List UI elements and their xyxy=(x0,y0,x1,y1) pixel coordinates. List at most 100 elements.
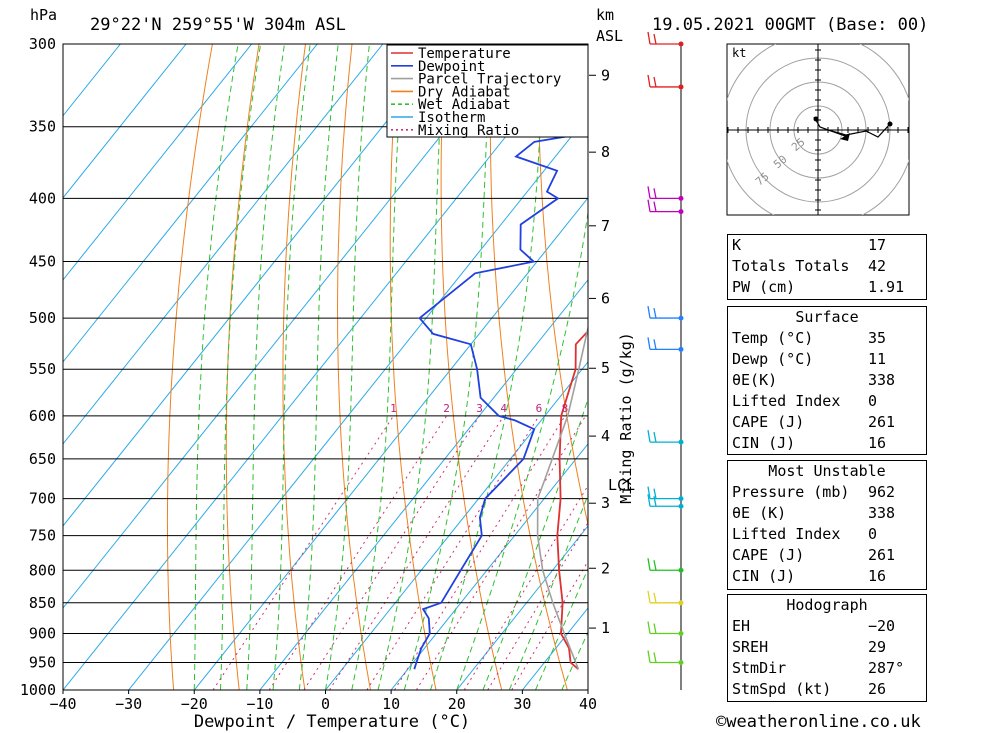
dry-adiabat-line xyxy=(957,44,1000,690)
row-value: 1.91 xyxy=(868,278,905,296)
wind-barb-flag xyxy=(647,186,651,199)
isotherm-line xyxy=(63,44,449,527)
pressure-tick-label: 500 xyxy=(29,309,56,327)
row-label: CIN (J) xyxy=(732,567,796,585)
row-label: EH xyxy=(732,617,751,635)
hodograph-point xyxy=(887,121,893,127)
x-tick-label: 30 xyxy=(513,695,531,713)
dry-adiabat-line xyxy=(282,44,306,690)
table-row: θE(K) 338 xyxy=(728,370,926,391)
mixing-ratio-line xyxy=(463,484,588,690)
x-tick-label: 0 xyxy=(321,695,330,713)
row-label: θE(K) xyxy=(732,371,778,389)
copyright: ©weatheronline.co.uk xyxy=(716,712,921,732)
most-unstable-table: Most Unstable Pressure (mb) 962 θE (K) 338 L… xyxy=(727,460,927,590)
wet-adiabat-line xyxy=(193,44,239,690)
row-value: 11 xyxy=(868,350,887,368)
pressure-tick-label: 300 xyxy=(29,35,56,53)
mixing-ratio-line xyxy=(366,415,540,690)
km-tick-label: 8 xyxy=(601,143,610,161)
x-tick-label: 20 xyxy=(448,695,466,713)
skewt-background xyxy=(63,44,1000,690)
mixing-ratio-label: 2 xyxy=(443,402,450,415)
wind-barb-flag xyxy=(647,558,651,571)
table-row: SREH 29 xyxy=(728,637,926,658)
legend-label: Dry Adiabat xyxy=(418,84,511,100)
row-label: K xyxy=(732,236,742,254)
row-value: 0 xyxy=(868,525,878,543)
row-value: 261 xyxy=(868,546,896,564)
x-axis-label: Dewpoint / Temperature (°C) xyxy=(194,712,470,732)
wind-barb-flag xyxy=(647,429,651,443)
wet-adiabat-line xyxy=(272,44,311,690)
row-value: 0 xyxy=(868,392,878,410)
row-label: Totals Totals xyxy=(732,257,850,275)
wet-adiabat-line xyxy=(456,209,588,690)
row-label: PW (cm) xyxy=(732,278,796,296)
table-row: CAPE (J) 261 xyxy=(728,545,926,566)
hodograph-trace xyxy=(818,123,891,138)
mixing-ratio-line xyxy=(394,415,566,690)
row-label: Lifted Index xyxy=(732,525,841,543)
km-tick-label: 5 xyxy=(601,359,610,377)
wind-barb-flag xyxy=(647,494,651,507)
table-row: Totals Totals 42 xyxy=(728,256,926,277)
wind-barb-flag xyxy=(647,337,651,350)
row-value: 42 xyxy=(868,257,887,275)
km-unit: km xyxy=(596,6,614,24)
pressure-tick-label: 900 xyxy=(29,624,56,642)
wind-barb-flag xyxy=(647,305,651,319)
pressure-tick-label: 850 xyxy=(29,594,56,612)
pressure-tick-label: 650 xyxy=(29,450,56,468)
row-label: Dewp (°C) xyxy=(732,350,814,368)
most-unstable-title: Most Unstable xyxy=(768,462,886,480)
table-row: StmSpd (kt) 26 xyxy=(728,679,926,700)
mixing-ratio-line xyxy=(303,415,480,690)
isotherm-line xyxy=(325,361,588,690)
surface-title: Surface xyxy=(795,308,859,326)
row-value: 261 xyxy=(868,413,896,431)
mixing-ratio-line xyxy=(511,560,588,690)
row-value: −20 xyxy=(868,617,896,635)
row-label: CIN (J) xyxy=(732,434,796,452)
km-tick-label: 2 xyxy=(601,559,610,577)
mixing-ratio-axis-label: Mixing Ratio (g/kg) xyxy=(617,332,635,504)
table-row: PW (cm) 1.91 xyxy=(728,277,926,298)
pressure-tick-label: 400 xyxy=(29,189,56,207)
wind-barb-flag xyxy=(647,486,651,499)
legend-label: Dewpoint xyxy=(418,59,485,75)
hodograph-unit: kt xyxy=(732,46,746,60)
table-row: StmDir 287° xyxy=(728,658,926,679)
isotherm-line xyxy=(63,44,187,199)
hodograph-table: Hodograph EH −20 SREH 29 StmDir 287° StmSpd (k… xyxy=(727,594,927,702)
isotherm-line xyxy=(193,197,588,690)
indices-table: K 17 Totals Totals 42 PW (cm) 1.91 xyxy=(727,234,927,300)
x-tick-label: −40 xyxy=(49,695,76,713)
mixing-ratio-line xyxy=(268,415,448,690)
km-axis: 1 2 3 4 5 6 7 8 9 xyxy=(589,44,682,690)
row-value: 338 xyxy=(868,371,896,389)
row-value: 338 xyxy=(868,504,896,522)
isotherm-line xyxy=(63,44,515,609)
series-parcel-trajectory xyxy=(536,44,588,670)
row-label: StmDir xyxy=(732,659,787,677)
wind-barb-flag xyxy=(653,76,657,88)
wind-barb-flag xyxy=(653,33,657,45)
km-tick-label: 7 xyxy=(601,217,610,235)
table-row: Lifted Index 0 xyxy=(728,524,926,545)
x-tick-label: −20 xyxy=(181,695,208,713)
row-label: SREH xyxy=(732,638,769,656)
wind-barb-flag xyxy=(647,199,651,212)
legend-label: Temperature xyxy=(418,46,511,62)
lcl-label: LCL xyxy=(608,476,635,494)
isotherm-line xyxy=(259,279,588,690)
wind-barb-flag xyxy=(653,623,657,634)
x-tick-label: 40 xyxy=(579,695,597,713)
x-tick-label: −10 xyxy=(246,695,273,713)
pressure-tick-label: 600 xyxy=(29,407,56,425)
wet-adiabat-line xyxy=(535,567,588,690)
legend-label: Mixing Ratio xyxy=(418,123,519,139)
wind-barbs xyxy=(647,31,684,665)
